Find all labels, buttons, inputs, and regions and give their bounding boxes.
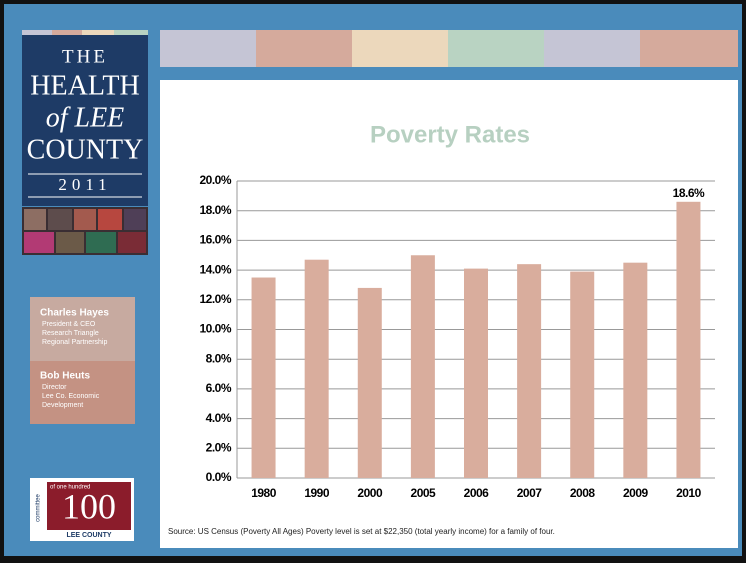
person-title: Lee Co. Economic [42,393,100,400]
bar [358,288,382,478]
bar [305,260,329,478]
y-tick-label: 4.0% [206,411,232,425]
logo-text: of LEE [46,102,125,133]
x-tick-label: 1990 [304,486,330,500]
logo-year: 2011 [58,175,111,194]
logo-stripe [52,30,82,35]
photo-strip [22,207,148,255]
bar [252,278,276,478]
person-title: Regional Partnership [42,339,107,346]
chart-title: Poverty Rates [370,121,530,148]
y-tick-label: 18.0% [199,203,231,217]
bar [517,264,541,478]
badge-text: LEE COUNTY [66,532,111,539]
slide: THE HEALTH of LEE COUNTY 2011 Charles Ha… [0,0,746,563]
person-title: President & CEO [42,321,96,328]
y-tick-label: 20.0% [199,173,231,187]
person-name: Bob Heuts [40,371,90,382]
logo-text: THE [62,46,108,67]
bar [464,269,488,478]
x-tick-label: 2006 [464,486,490,500]
x-tick-label: 1980 [251,486,277,500]
source-note: Source: US Census (Poverty All Ages) Pov… [168,527,555,536]
logo-stripe [114,30,148,35]
y-tick-label: 16.0% [199,233,231,247]
y-tick-label: 2.0% [206,440,232,454]
top-stripes [160,30,738,67]
person-name: Charles Hayes [40,308,109,319]
y-tick-label: 6.0% [206,381,232,395]
badge-text: committee [36,494,42,522]
bar [676,202,700,478]
bar [411,255,435,478]
person-title: Research Triangle [42,330,99,337]
logo-stripe [82,30,114,35]
x-tick-label: 2010 [676,486,702,500]
badge-number: 100 [62,486,116,526]
person-title: Development [42,402,83,409]
person-title: Director [42,384,67,391]
bar [570,272,594,478]
logo-stripe [22,30,52,35]
x-tick-label: 2007 [517,486,543,500]
y-tick-label: 10.0% [199,322,231,336]
x-tick-label: 2005 [411,486,437,500]
y-tick-label: 0.0% [206,470,232,484]
y-tick-label: 14.0% [199,262,231,276]
logo-text: COUNTY [27,134,144,165]
x-tick-label: 2008 [570,486,596,500]
x-tick-label: 2000 [357,486,383,500]
y-tick-label: 12.0% [199,292,231,306]
logo-text: HEALTH [30,70,139,101]
x-tick-label: 2009 [623,486,649,500]
bar [623,263,647,478]
y-tick-label: 8.0% [206,351,232,365]
value-label: 18.6% [673,186,705,200]
